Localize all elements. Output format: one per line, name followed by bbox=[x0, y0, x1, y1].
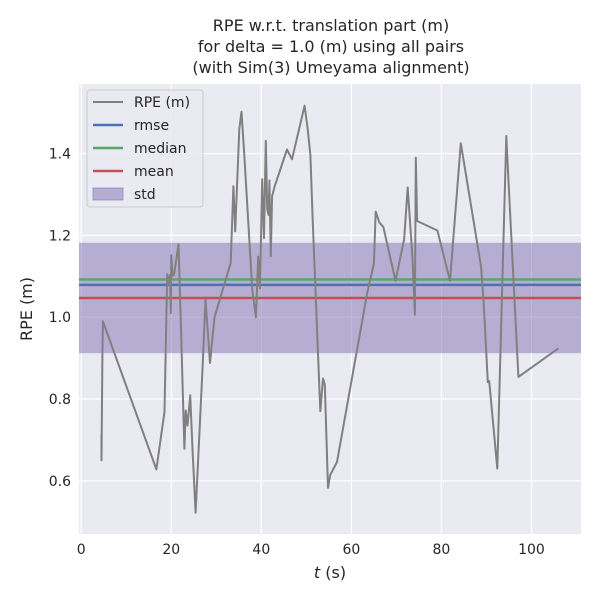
legend-item: rmse bbox=[93, 118, 169, 134]
legend-label: rmse bbox=[134, 118, 169, 134]
x-tick-label: 60 bbox=[342, 542, 360, 558]
chart-title-line-3: (with Sim(3) Umeyama alignment) bbox=[192, 58, 469, 77]
legend-label: mean bbox=[134, 164, 174, 180]
x-tick-label: 100 bbox=[518, 542, 545, 558]
legend-label: std bbox=[134, 187, 156, 203]
legend-swatch bbox=[92, 187, 124, 201]
legend: RPE (m) rmse median mean std bbox=[86, 89, 204, 208]
y-tick-label: 1.2 bbox=[49, 228, 71, 244]
x-axis-label-var: t bbox=[314, 563, 321, 582]
y-axis-label: RPE (m) bbox=[17, 277, 36, 341]
y-tick-label: 0.6 bbox=[49, 474, 71, 490]
legend-label: median bbox=[134, 141, 186, 157]
legend-label: RPE (m) bbox=[134, 95, 190, 111]
y-tick-labels: 0.6 0.8 1.0 1.2 1.4 bbox=[49, 147, 71, 490]
legend-item: mean bbox=[93, 164, 174, 180]
x-tick-label: 20 bbox=[162, 542, 180, 558]
x-axis-label-unit: (s) bbox=[320, 563, 346, 582]
y-tick-label: 0.8 bbox=[49, 392, 71, 408]
y-tick-label: 1.0 bbox=[49, 310, 71, 326]
legend-item: median bbox=[93, 141, 186, 157]
y-tick-label: 1.4 bbox=[49, 147, 71, 163]
x-axis-label: t (s) bbox=[314, 563, 346, 582]
legend-box bbox=[86, 89, 204, 208]
chart-title: RPE w.r.t. translation part (m) for delt… bbox=[192, 16, 469, 77]
legend-item: RPE (m) bbox=[93, 95, 190, 111]
x-tick-labels: 0 20 40 60 80 100 bbox=[77, 542, 545, 558]
legend-item: std bbox=[92, 187, 156, 203]
x-tick-label: 0 bbox=[77, 542, 86, 558]
chart-title-line-1: RPE w.r.t. translation part (m) bbox=[213, 16, 449, 35]
x-tick-label: 80 bbox=[433, 542, 451, 558]
rpe-series-line bbox=[100, 104, 560, 514]
x-tick-label: 40 bbox=[252, 542, 270, 558]
chart-title-line-2: for delta = 1.0 (m) using all pairs bbox=[198, 37, 464, 56]
